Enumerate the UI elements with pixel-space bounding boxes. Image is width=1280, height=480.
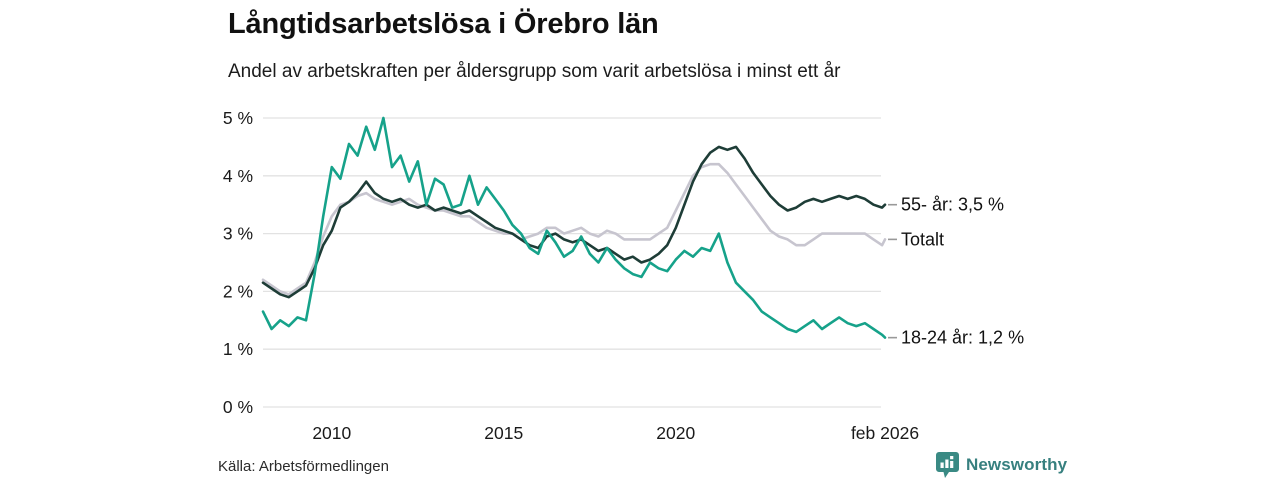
y-tick-label: 5 % (223, 108, 253, 128)
y-tick-label: 4 % (223, 166, 253, 186)
x-tick-label: 2015 (484, 423, 523, 443)
page-title: Långtidsarbetslösa i Örebro län (228, 8, 659, 40)
series-line-totalt (261, 162, 887, 296)
series-end-label: Totalt (901, 229, 944, 249)
x-tick-label: feb 2026 (851, 423, 919, 443)
y-tick-label: 1 % (223, 339, 253, 359)
y-tick-label: 2 % (223, 281, 253, 301)
series-end-label: 55- år: 3,5 % (901, 195, 1004, 215)
newsworthy-logo-icon (936, 452, 959, 478)
source-note: Källa: Arbetsförmedlingen (218, 458, 389, 475)
newsworthy-brand-text: Newsworthy (966, 455, 1068, 474)
x-tick-label: 2020 (656, 423, 695, 443)
y-tick-label: 0 % (223, 397, 253, 417)
chart-subtitle: Andel av arbetskraften per åldersgrupp s… (228, 61, 841, 82)
series-end-label: 18-24 år: 1,2 % (901, 328, 1024, 348)
series-line-18-24-r (261, 116, 887, 339)
y-tick-label: 3 % (223, 224, 253, 244)
newsworthy-brand: Newsworthy (936, 452, 1067, 478)
x-tick-label: 2010 (312, 423, 351, 443)
series-line-55-r (261, 145, 887, 299)
